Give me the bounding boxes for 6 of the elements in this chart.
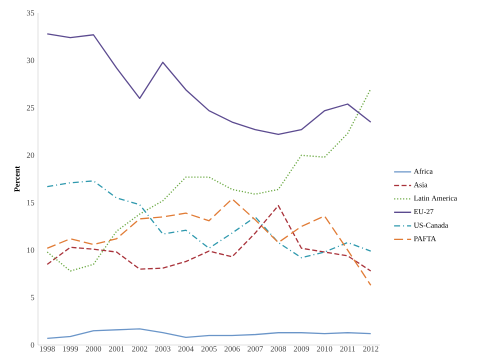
line-series: [46, 33, 372, 136]
line-series: [46, 328, 372, 340]
line-series: [46, 198, 372, 286]
line-series: [46, 204, 372, 272]
line-series: [46, 180, 372, 258]
line-series: [46, 88, 372, 272]
